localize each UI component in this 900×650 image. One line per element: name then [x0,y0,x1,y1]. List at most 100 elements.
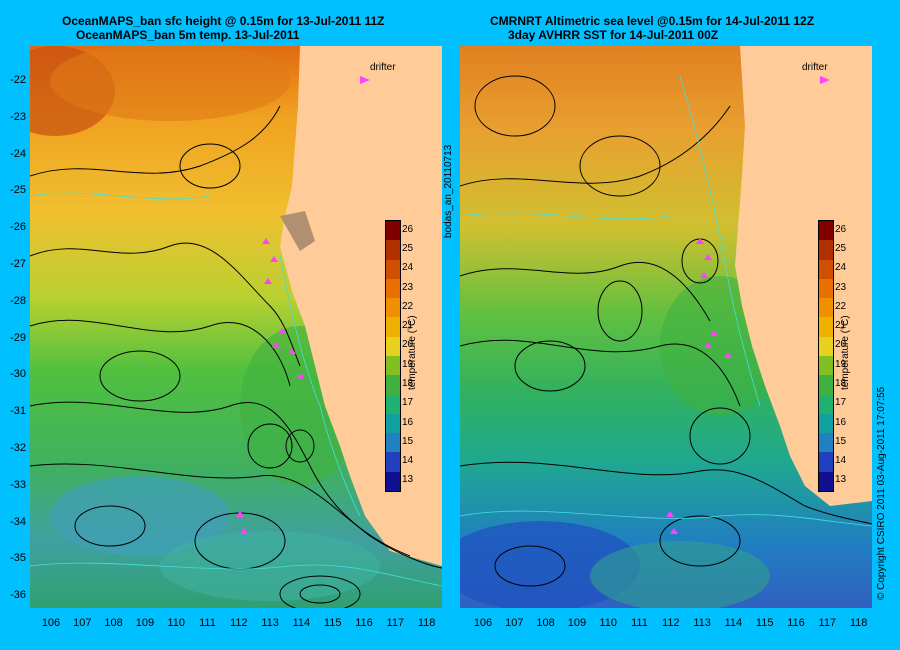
colorbar-tick-label: 20 [402,339,414,351]
latitude-label: -31 [10,405,26,418]
colorbar-swatch [386,413,400,434]
colorbar-swatch [386,240,400,260]
longitude-label: 118 [849,617,868,629]
colorbar-swatch [819,298,833,318]
colorbar-tick-label: 15 [835,435,847,447]
left-title-line2: OceanMAPS_ban 5m temp. 13-Jul-2011 [76,28,300,42]
longitude-label: 106 [473,617,493,629]
run-id-label: bodas_an_20110713 [443,144,454,238]
colorbar-tick-label: 23 [835,281,847,293]
right-drifter-tracks [666,238,732,534]
longitude-label: 111 [631,617,648,629]
latitude-label: -29 [10,331,26,344]
longitude-label: 109 [567,617,587,629]
colorbar-tick-label: 20 [835,339,847,351]
longitude-label: 112 [662,617,680,629]
colorbar-swatch [819,471,833,491]
colorbar-swatch [819,240,833,260]
colorbar-swatch [819,317,833,337]
colorbar-tick-label: 21 [835,320,847,332]
left-land [280,46,442,566]
colorbar-swatch [386,471,400,491]
colorbar-swatch [386,221,400,241]
latitude-label: -33 [10,478,26,491]
longitude-label: 116 [787,617,805,629]
latitude-label: -24 [10,147,26,160]
left-map-panel [30,46,442,608]
colorbar-swatch [819,221,833,241]
colorbar-tick-label: 16 [402,416,414,428]
longitude-label: 106 [41,617,61,629]
colorbar-swatch [819,433,833,453]
longitude-label: 107 [73,617,92,629]
latitude-label: -34 [10,515,26,528]
left-drifter-label: drifter [370,62,396,73]
colorbar-tick-label: 19 [835,358,847,370]
colorbar-tick-label: 25 [402,242,414,254]
colorbar-tick-label: 18 [402,377,414,389]
left-colorbar-label: temperature (°C) [407,315,418,390]
longitude-label: 117 [386,617,405,629]
longitude-label: 113 [693,617,711,629]
colorbar-tick-label: 26 [835,223,847,235]
latitude-label: -32 [10,442,26,454]
colorbar-tick-label: 18 [835,377,847,389]
colorbar-tick-label: 15 [402,435,414,447]
colorbar-tick-label: 17 [835,397,847,409]
longitude-label: 111 [199,617,216,629]
latitude-label: -22 [10,74,26,86]
colorbar-swatch [386,298,400,318]
colorbar-swatch [819,413,833,434]
colorbar-swatch [819,336,833,356]
colorbar-tick-label: 14 [835,455,847,467]
latitude-label: -23 [10,110,26,123]
longitude-label: 118 [417,617,436,629]
colorbar-tick-label: 24 [402,262,414,274]
latitude-label: -26 [10,221,26,234]
longitude-label: 117 [818,617,837,629]
latitude-label: -27 [10,258,26,270]
copyright-footer: © Copyright CSIRO 2011 03-Aug-2011 17:07… [876,386,887,600]
longitude-label: 112 [230,617,248,629]
latitude-label: -25 [10,184,26,197]
left-drifter-legend-icon [360,76,370,84]
colorbar-tick-label: 24 [835,262,847,274]
colorbar-swatch [386,394,400,414]
latitude-label: -35 [10,552,26,565]
right-colorbar [818,220,834,492]
colorbar-swatch [819,375,833,395]
right-drifter-label: drifter [802,62,828,73]
longitude-label: 110 [599,617,617,629]
left-colorbar [385,220,401,492]
colorbar-tick-label: 14 [402,455,414,467]
longitude-label: 107 [505,617,524,629]
colorbar-swatch [819,278,833,299]
colorbar-tick-label: 23 [402,281,414,293]
colorbar-swatch [819,452,833,472]
colorbar-tick-label: 25 [835,242,847,254]
colorbar-swatch [386,278,400,299]
colorbar-tick-label: 16 [835,416,847,428]
left-title-line1: OceanMAPS_ban sfc height @ 0.15m for 13-… [62,14,385,28]
colorbar-tick-label: 17 [402,397,414,409]
colorbar-swatch [819,259,833,279]
longitude-label: 115 [755,617,774,629]
colorbar-tick-label: 22 [835,300,847,312]
colorbar-swatch [386,433,400,453]
longitude-label: 108 [104,617,123,629]
longitude-label: 108 [536,617,555,629]
colorbar-tick-label: 13 [402,474,414,486]
longitude-label: 113 [261,617,279,629]
latitude-label: -30 [10,368,26,381]
right-drifter-legend-icon [820,76,830,84]
longitude-label: 109 [135,617,155,629]
colorbar-tick-label: 26 [402,223,414,235]
left-drifter-tracks [236,238,304,534]
longitude-label: 115 [323,617,342,629]
colorbar-tick-label: 13 [835,474,847,486]
right-map-panel [460,46,872,608]
longitude-label: 110 [167,617,185,629]
latitude-label: -36 [10,589,26,602]
colorbar-tick-label: 22 [402,300,414,312]
longitude-label: 116 [355,617,373,629]
